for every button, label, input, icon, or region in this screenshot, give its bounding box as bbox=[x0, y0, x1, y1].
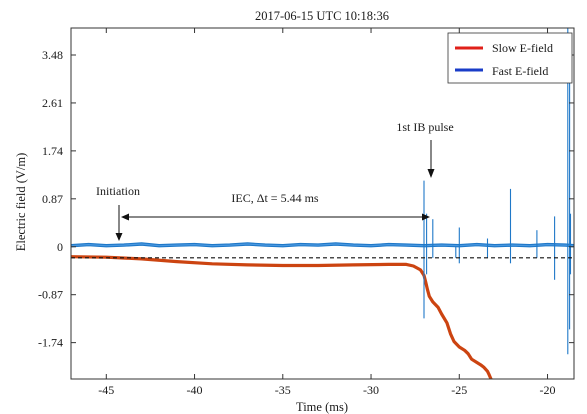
y-tick-label: 3.48 bbox=[42, 48, 63, 62]
y-tick-label: 0 bbox=[57, 240, 63, 254]
iec-arrow-head-left bbox=[121, 213, 129, 221]
chart-title: 2017-06-15 UTC 10:18:36 bbox=[255, 9, 389, 23]
y-axis-label: Electric field (V/m) bbox=[14, 153, 28, 252]
legend-label-fast: Fast E-field bbox=[492, 64, 548, 78]
x-tick-label: -25 bbox=[451, 383, 467, 397]
series-line-slow-e-field bbox=[71, 255, 493, 379]
x-tick-label: -20 bbox=[540, 383, 556, 397]
y-tick-label: -1.74 bbox=[38, 336, 63, 350]
y-tick-label: -0.87 bbox=[38, 288, 63, 302]
series-line-fast-e-field-core bbox=[71, 243, 574, 247]
legend-label-slow: Slow E-field bbox=[492, 41, 553, 55]
plot-frame bbox=[70, 27, 575, 380]
y-axis: -1.74 -0.87 0 0.87 1.74 2.61 3.48 bbox=[38, 48, 574, 350]
plot-area bbox=[71, 28, 574, 379]
annotations: Initiation IEC, Δt = 5.44 ms 1st IB puls… bbox=[96, 120, 454, 241]
annotation-first-ib-pulse: 1st IB pulse bbox=[396, 120, 453, 134]
annotation-initiation: Initiation bbox=[96, 184, 140, 198]
pulse-arrow-head bbox=[427, 169, 435, 178]
legend: Slow E-field Fast E-field bbox=[447, 32, 573, 84]
iec-arrow-head-right bbox=[422, 213, 430, 221]
x-tick-label: -45 bbox=[98, 383, 114, 397]
y-tick-label: 2.61 bbox=[42, 96, 63, 110]
annotation-iec: IEC, Δt = 5.44 ms bbox=[231, 191, 318, 205]
x-axis: -45 -40 -35 -30 -25 -20 bbox=[98, 28, 556, 397]
x-axis-label: Time (ms) bbox=[296, 400, 348, 414]
legend-box bbox=[447, 32, 573, 84]
x-tick-label: -30 bbox=[363, 383, 379, 397]
y-tick-label: 1.74 bbox=[42, 144, 63, 158]
initiation-arrow-head bbox=[115, 233, 123, 241]
x-tick-label: -35 bbox=[275, 383, 291, 397]
x-tick-label: -40 bbox=[187, 383, 203, 397]
y-tick-label: 0.87 bbox=[42, 192, 63, 206]
